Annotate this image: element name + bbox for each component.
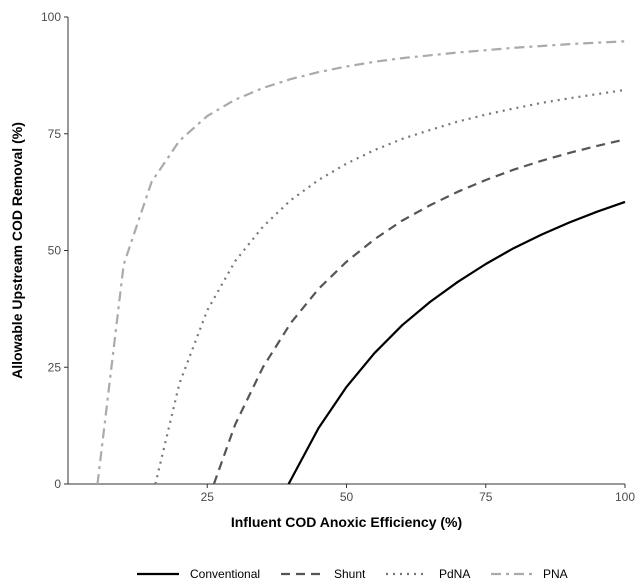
y-tick-label: 50 bbox=[48, 244, 62, 258]
legend-item-conventional: Conventional bbox=[137, 567, 260, 579]
series-line-conventional bbox=[287, 200, 626, 485]
y-tick-label: 0 bbox=[54, 477, 61, 491]
x-tick-label: 25 bbox=[201, 490, 215, 504]
series-line-pna bbox=[96, 40, 626, 485]
legend: Conventional Shunt PdNA PNA bbox=[137, 567, 568, 579]
legend-item-pna: PNA bbox=[491, 567, 568, 579]
legend-label: Conventional bbox=[190, 567, 260, 579]
legend-item-shunt: Shunt bbox=[281, 567, 366, 579]
y-tick-label: 75 bbox=[48, 127, 62, 141]
ticks: 25 50 75 100 0 25 50 75 100 bbox=[41, 10, 635, 504]
axes bbox=[67, 17, 625, 485]
legend-label: PNA bbox=[543, 567, 568, 579]
y-axis-title: Allowable Upstream COD Removal (%) bbox=[9, 122, 25, 379]
series-lines bbox=[96, 40, 626, 485]
y-tick-label: 25 bbox=[48, 360, 62, 374]
x-axis-title: Influent COD Anoxic Efficiency (%) bbox=[231, 514, 462, 530]
legend-label: PdNA bbox=[439, 567, 470, 579]
x-tick-label: 75 bbox=[479, 490, 493, 504]
series-line-pdna bbox=[154, 88, 626, 485]
legend-label: Shunt bbox=[334, 567, 366, 579]
x-tick-label: 100 bbox=[615, 490, 635, 504]
x-tick-label: 50 bbox=[340, 490, 354, 504]
series-line-shunt bbox=[212, 138, 626, 485]
legend-item-pdna: PdNA bbox=[386, 567, 470, 579]
y-tick-label: 100 bbox=[41, 10, 61, 24]
